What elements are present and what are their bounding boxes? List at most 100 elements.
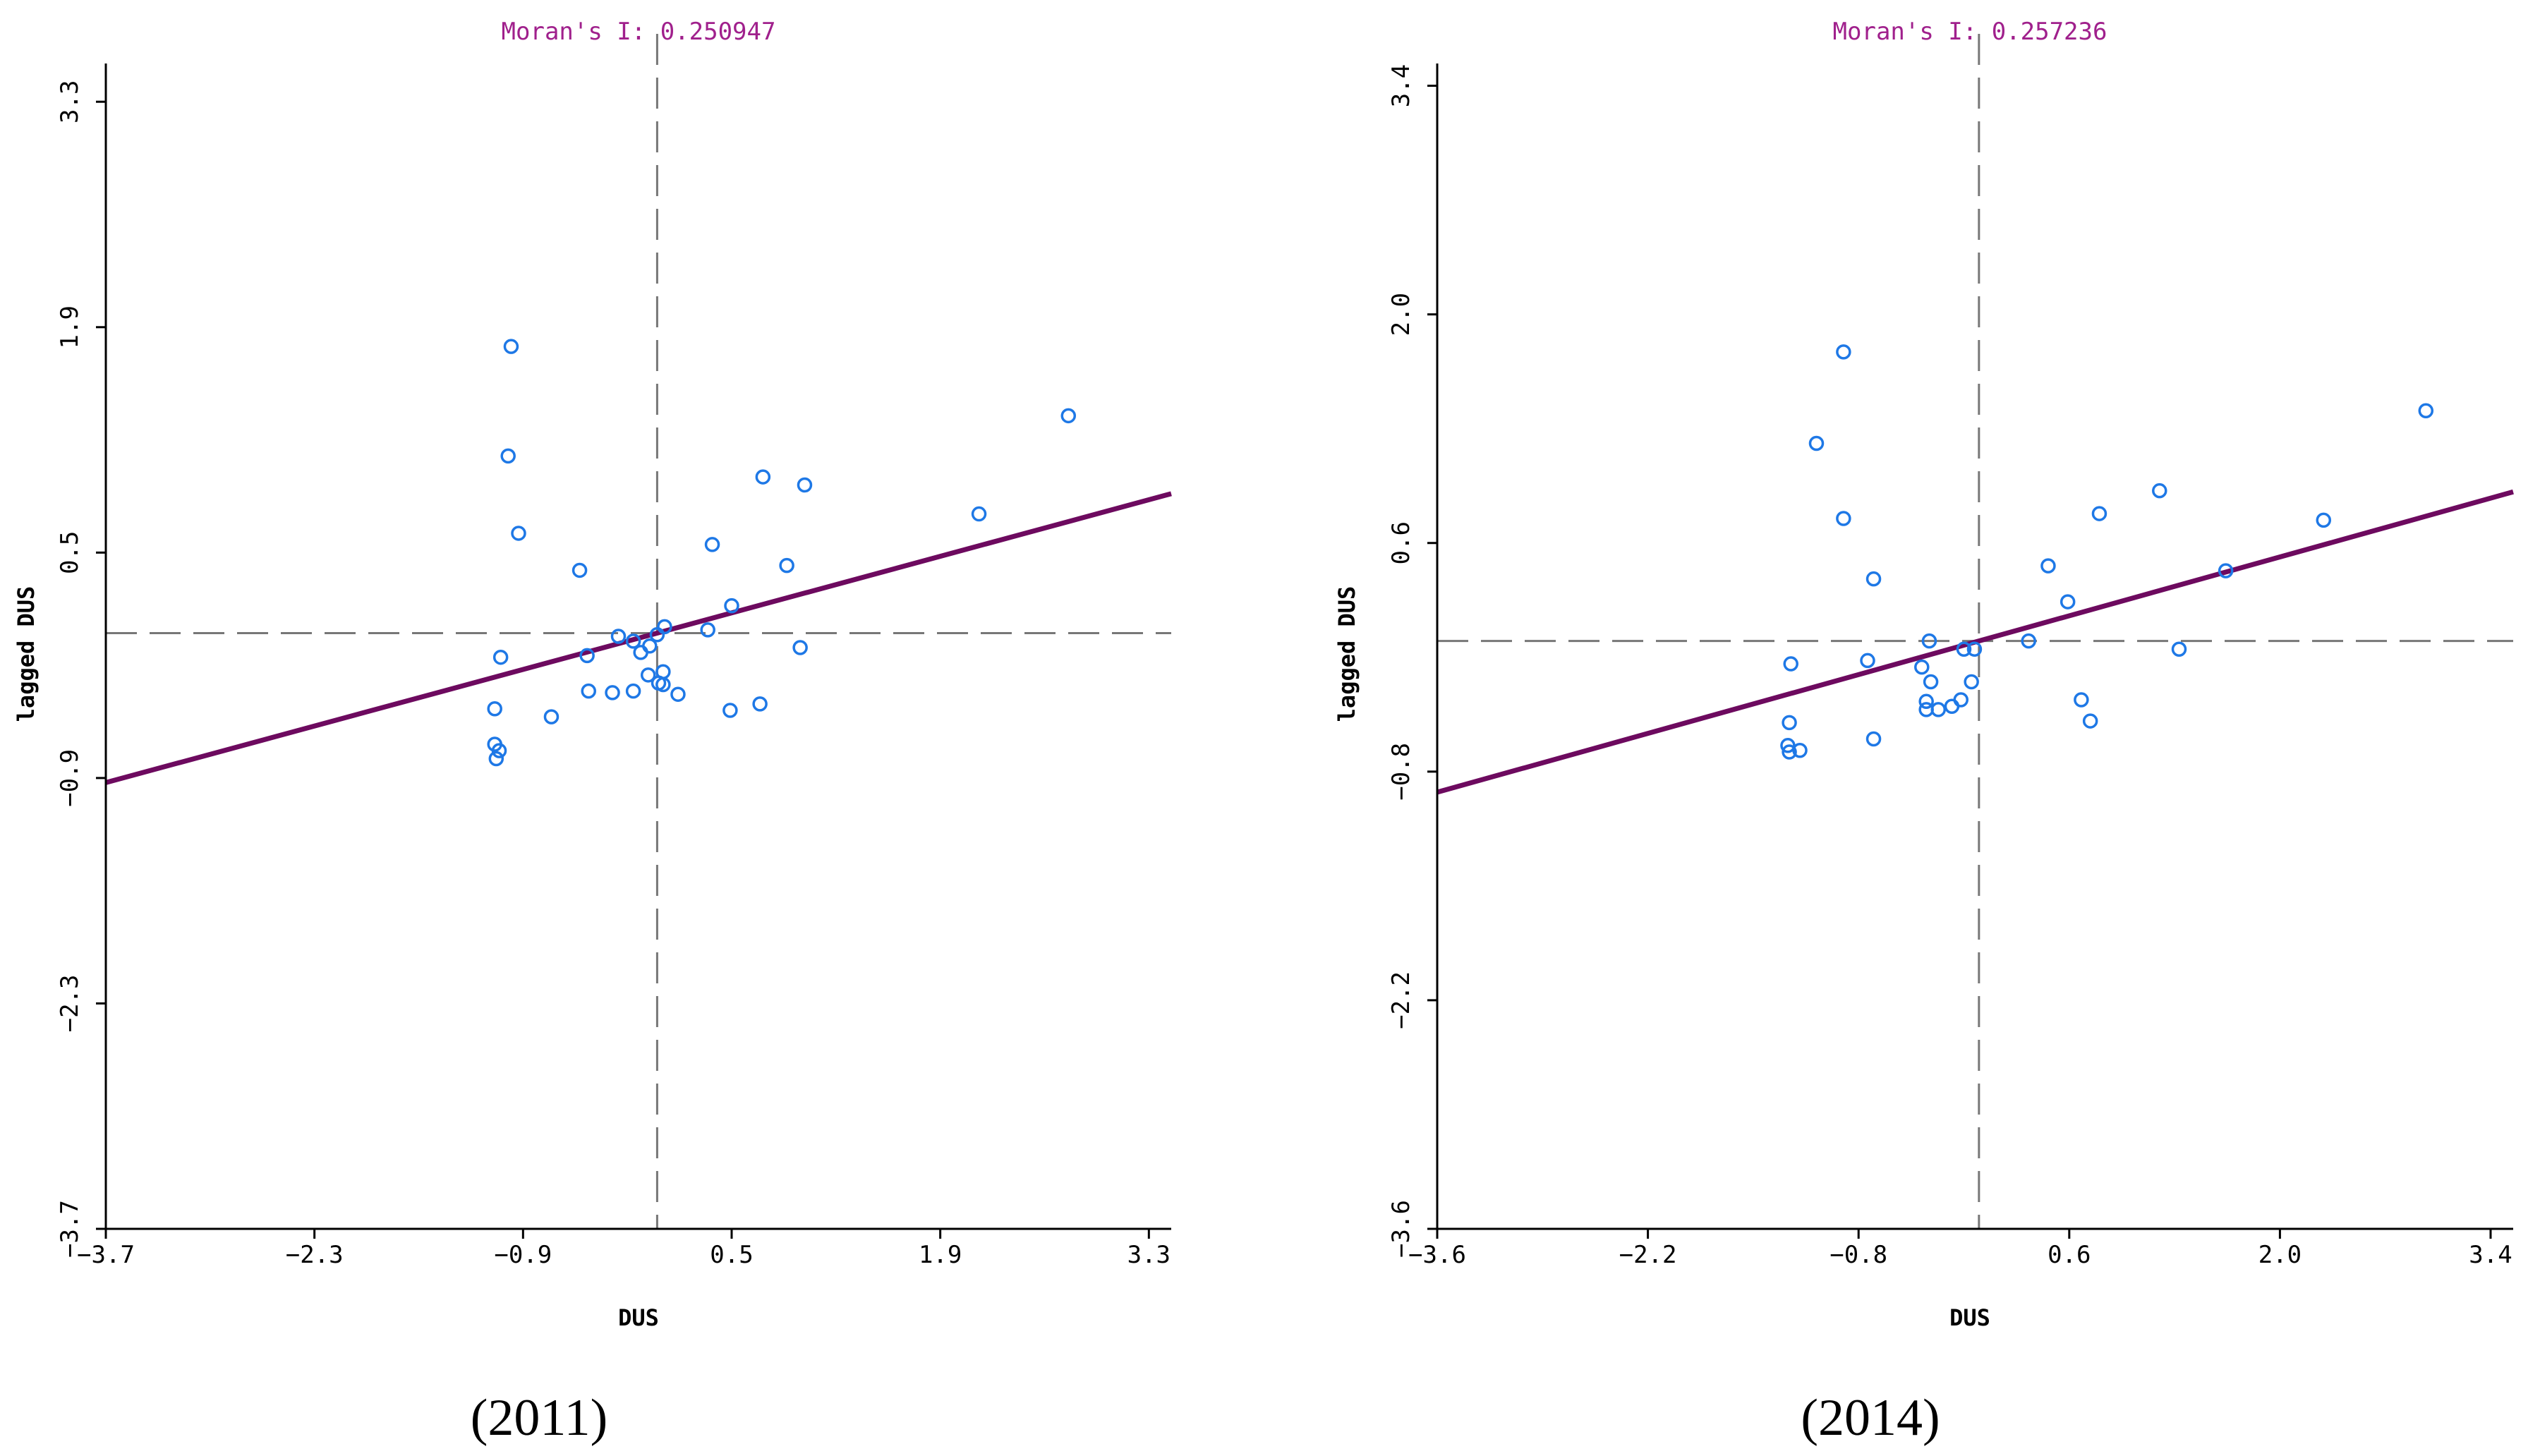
data-point [657, 619, 672, 635]
moran-panel-2014: Moran's I: 0.257236 lagged DUS DUS (2014… [1333, 18, 2514, 1447]
data-point [1836, 344, 1851, 360]
x-tick-label: 3.3 [1127, 1241, 1171, 1269]
y-tick-label: 1.9 [56, 305, 84, 348]
data-point [581, 683, 597, 699]
data-point [2171, 641, 2187, 657]
y-ticks-2011: −3.7 −2.3 −0.9 0.5 1.9 3.3 [56, 80, 106, 1258]
data-point [2152, 483, 2167, 499]
y-axis-title-2011: lagged DUS [13, 586, 40, 722]
x-tick-label: 2.0 [2258, 1241, 2302, 1269]
data-point [543, 709, 560, 724]
caption-2014: (2014) [1801, 1389, 1940, 1447]
data-point [649, 627, 665, 643]
data-point [605, 685, 620, 700]
x-tick-label: −2.3 [286, 1241, 344, 1269]
data-point [1860, 653, 1875, 669]
data-point [670, 686, 686, 702]
data-point [755, 469, 771, 485]
y-tick-label: 3.4 [1387, 64, 1415, 107]
data-point [655, 677, 671, 693]
data-point [1930, 702, 1946, 717]
y-tick-label: 2.0 [1387, 293, 1415, 336]
data-point [1808, 435, 1825, 451]
x-axis-title-2011: DUS [618, 1304, 659, 1331]
data-point [2074, 692, 2089, 708]
data-point [1914, 659, 1930, 675]
data-point [500, 448, 516, 464]
y-tick-label: 0.6 [1387, 521, 1415, 564]
y-tick-label: −0.8 [1387, 743, 1415, 801]
data-point [491, 743, 507, 758]
x-tick-label: −0.8 [1830, 1241, 1887, 1269]
y-tick-label: −0.9 [56, 749, 84, 807]
data-point [642, 638, 658, 654]
data-point [1792, 742, 1808, 758]
x-tick-label: −3.7 [77, 1241, 135, 1269]
moran-panel-2011: Moran's I: 0.250947 lagged DUS DUS (2011… [13, 18, 1172, 1447]
data-point [2040, 558, 2056, 574]
data-point [487, 700, 502, 717]
data-point [1964, 674, 1979, 690]
data-point [724, 597, 739, 614]
data-point [2091, 506, 2107, 521]
scatter-points-2014 [1780, 344, 2434, 760]
data-point [1836, 511, 1851, 526]
data-point [640, 667, 656, 683]
data-point [503, 339, 519, 354]
axes-2014 [1436, 63, 2513, 1230]
data-point [1918, 693, 1934, 710]
data-point [1865, 731, 1882, 747]
axes-2011 [104, 63, 1171, 1230]
data-point [488, 751, 504, 767]
y-tick-label: −3.7 [56, 1200, 84, 1258]
data-point [1060, 408, 1077, 424]
data-point [633, 645, 648, 660]
data-point [579, 648, 595, 664]
data-point [2021, 633, 2036, 649]
data-point [971, 506, 987, 522]
x-tick-label: −2.2 [1619, 1241, 1677, 1269]
moran-i-title-2014: Moran's I: 0.257236 [1833, 18, 2107, 46]
data-point [2082, 713, 2098, 729]
data-point [1918, 702, 1934, 717]
data-point [1966, 641, 1983, 657]
data-point [792, 640, 808, 655]
mean-reference-lines-2014 [1437, 34, 2513, 1229]
caption-2011: (2011) [471, 1389, 608, 1447]
mean-reference-lines-2011 [106, 34, 1171, 1229]
data-point [625, 633, 641, 649]
x-ticks-2011: −3.7 −2.3 −0.9 0.5 1.9 3.3 [77, 1229, 1171, 1269]
data-point [2316, 512, 2332, 528]
data-point [2218, 563, 2234, 578]
data-point [797, 477, 813, 493]
data-point [1953, 692, 1968, 708]
data-point [752, 696, 768, 712]
data-point [1782, 744, 1797, 760]
x-tick-label: 0.5 [710, 1241, 753, 1269]
data-point [511, 526, 526, 541]
data-point [722, 703, 738, 718]
x-tick-label: 0.6 [2048, 1241, 2091, 1269]
data-point [1865, 571, 1882, 587]
y-ticks-2014: −3.6 −2.2 −0.8 0.6 2.0 3.4 [1387, 64, 1437, 1258]
data-point [610, 629, 627, 644]
y-tick-label: −2.2 [1387, 971, 1415, 1029]
x-tick-label: 3.4 [2469, 1241, 2512, 1269]
data-point [2060, 594, 2076, 609]
x-tick-label: 1.9 [919, 1241, 962, 1269]
y-tick-label: 0.5 [56, 531, 84, 574]
data-point [779, 557, 794, 574]
x-axis-title-2014: DUS [1949, 1304, 1990, 1331]
data-point [492, 649, 509, 665]
moran-i-title-2011: Moran's I: 0.250947 [502, 18, 776, 46]
data-point [1782, 715, 1797, 731]
data-point [1783, 656, 1798, 672]
data-point [1923, 674, 1939, 690]
data-point [1944, 698, 1960, 714]
x-tick-label: −3.6 [1408, 1241, 1466, 1269]
x-tick-label: −0.9 [494, 1241, 552, 1269]
data-point [704, 537, 720, 552]
y-tick-label: 3.3 [56, 80, 84, 123]
y-tick-label: −3.6 [1387, 1200, 1415, 1258]
